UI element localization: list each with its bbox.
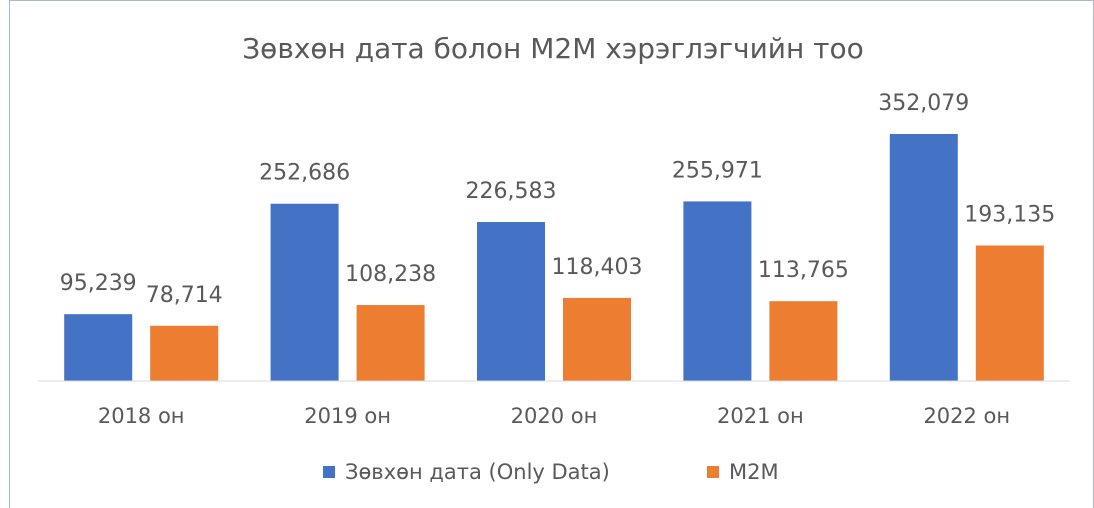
x-tick-label: 2019 он [304, 404, 391, 428]
bar [356, 305, 425, 381]
chart-title: Зөвхөн дата болон M2M хэрэглэгчийн тоо [242, 32, 864, 65]
bar [975, 245, 1044, 381]
bar [889, 134, 958, 381]
x-tick-label: 2021 он [717, 404, 804, 428]
bar [270, 203, 339, 381]
x-tick-label: 2018 он [98, 404, 185, 428]
bar [64, 314, 133, 381]
legend-label: Зөвхөн дата (Only Data) [345, 460, 610, 484]
data-label: 255,971 [672, 158, 763, 183]
bar [563, 297, 631, 381]
data-label: 108,238 [345, 262, 436, 287]
data-label: 95,239 [60, 271, 137, 296]
legend-swatch [323, 466, 335, 478]
data-label: 118,403 [552, 255, 643, 280]
data-label: 226,583 [466, 179, 557, 204]
data-label: 252,686 [259, 161, 350, 186]
bar [477, 222, 545, 381]
data-label: 113,765 [758, 258, 849, 283]
bar [683, 201, 752, 381]
data-label: 352,079 [878, 91, 969, 116]
legend-swatch [707, 466, 719, 478]
bar [769, 301, 838, 381]
x-tick-label: 2022 он [923, 404, 1010, 428]
x-tick-label: 2020 он [511, 404, 598, 428]
legend-label: M2M [729, 460, 779, 484]
data-label: 78,714 [146, 283, 223, 308]
bar [150, 325, 219, 381]
data-label: 193,135 [964, 203, 1055, 228]
